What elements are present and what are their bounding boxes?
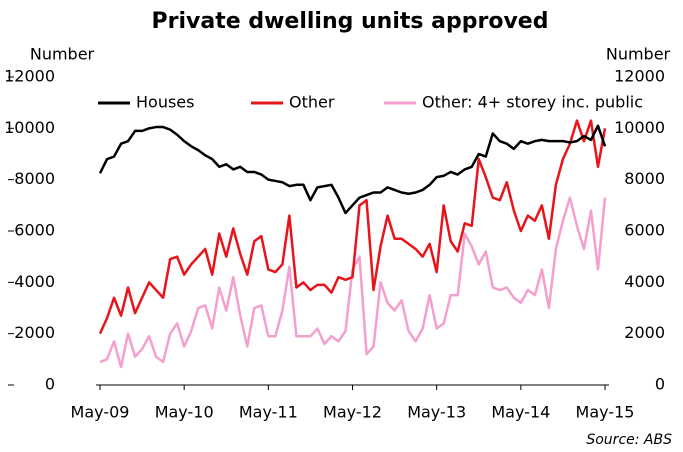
source-note: Source: ABS xyxy=(586,432,672,448)
x-tick-label: May-13 xyxy=(407,403,466,422)
y-tick-label: 6000 xyxy=(14,221,55,240)
y2-tick-label: 4000 xyxy=(624,272,665,291)
x-tick-label: May-09 xyxy=(71,403,130,422)
line-series xyxy=(98,124,607,215)
y-tick-label: 0 xyxy=(45,375,55,394)
line-series xyxy=(98,119,607,335)
y2-tick-label: 0 xyxy=(655,375,665,394)
legend-label: Other xyxy=(289,93,335,112)
y-tick-label: 2000 xyxy=(14,323,55,342)
y2-tick-label: 10000 xyxy=(614,118,665,137)
x-tick-label: May-15 xyxy=(576,403,635,422)
x-tick-label: May-11 xyxy=(239,403,298,422)
legend-label: Houses xyxy=(136,93,194,112)
legend-label: Other: 4+ storey inc. public xyxy=(422,93,643,112)
y2-axis-label: Number xyxy=(606,45,671,64)
y2-tick-label: 12000 xyxy=(614,67,665,86)
x-tick-label: May-14 xyxy=(491,403,550,422)
x-tick-label: May-10 xyxy=(155,403,214,422)
x-tick-label: May-12 xyxy=(323,403,382,422)
y-tick-label: 12000 xyxy=(4,67,55,86)
y-tick-label: 4000 xyxy=(14,272,55,291)
y2-tick-label: 2000 xyxy=(624,323,665,342)
y2-tick-label: 6000 xyxy=(624,221,665,240)
chart-title: Private dwelling units approved xyxy=(152,9,549,34)
y-tick-label: 10000 xyxy=(4,118,55,137)
y-tick-label: 8000 xyxy=(14,169,55,188)
y2-tick-label: 8000 xyxy=(624,169,665,188)
y-axis-label: Number xyxy=(30,45,95,64)
line-series xyxy=(99,196,607,369)
